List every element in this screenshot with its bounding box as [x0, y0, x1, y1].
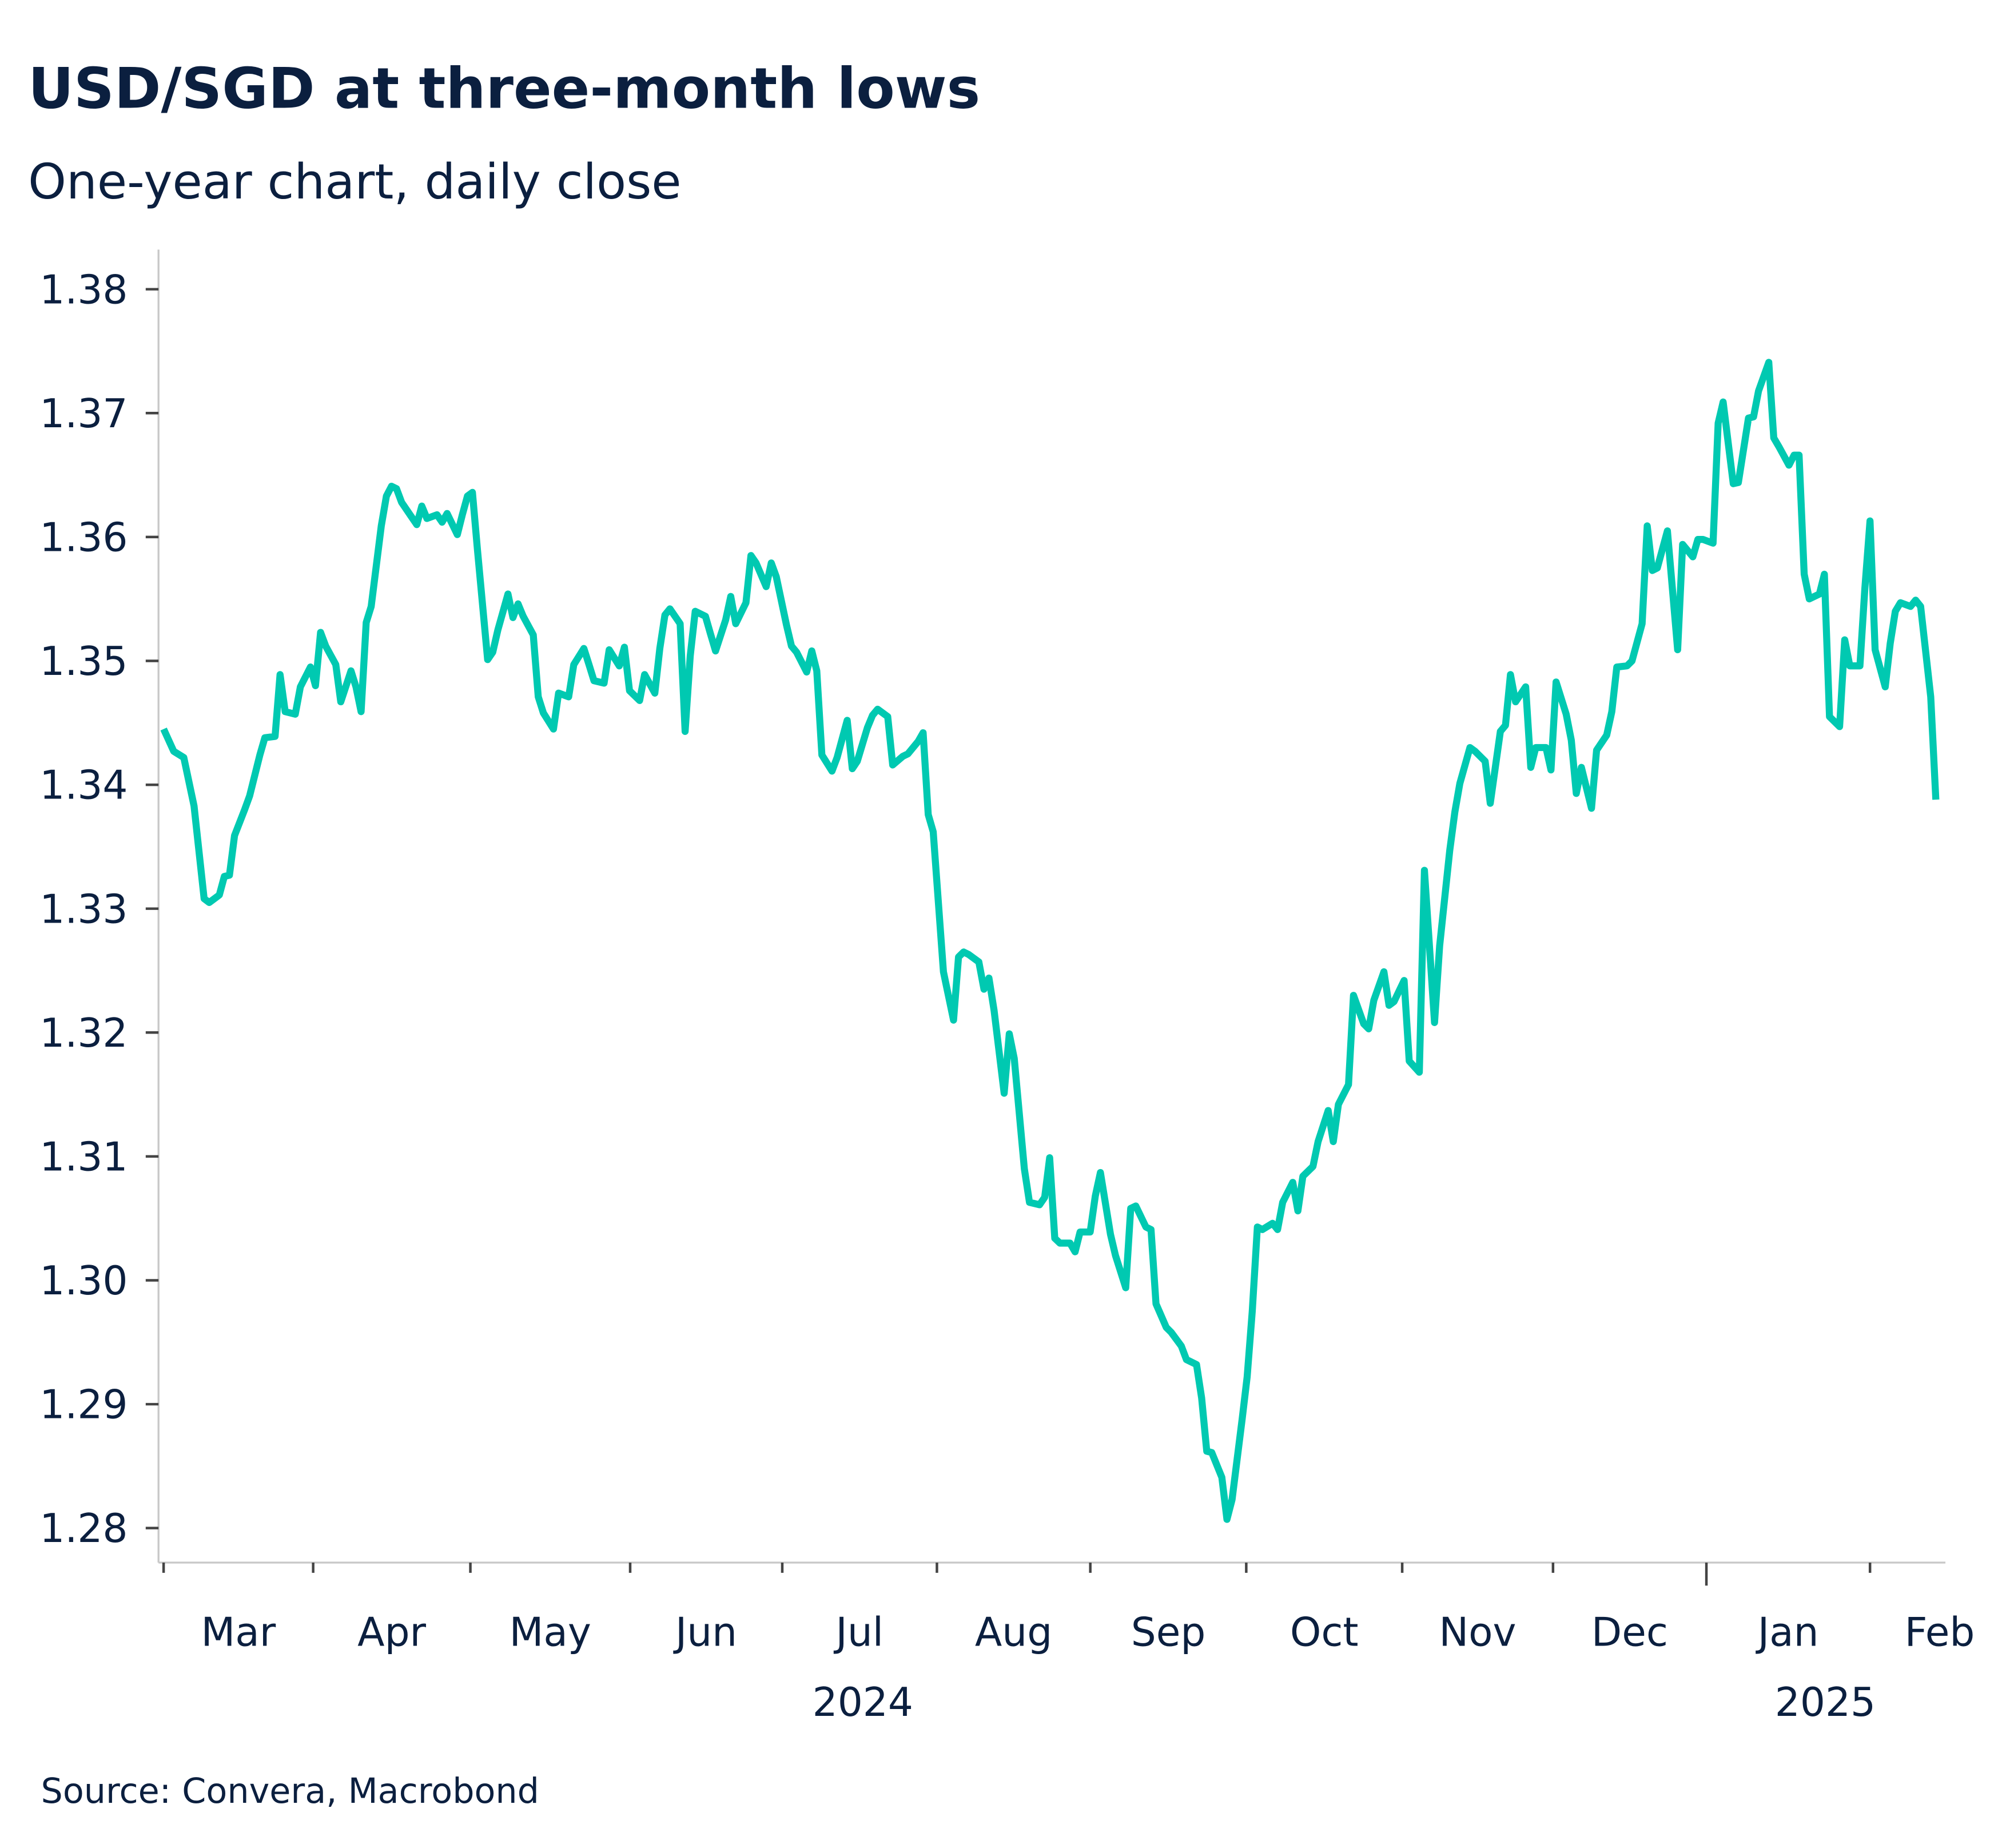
axes — [157, 249, 1946, 1564]
y-ticks: 1.28 1.29 1.30 1.31 1.32 1.33 1.34 1.35 1.36 1.37… — [39, 267, 159, 1552]
y-tick-label: 1.34 — [39, 763, 128, 809]
x-tick-label: Jun — [673, 1609, 737, 1655]
x-tick-label: Jul — [833, 1609, 883, 1655]
source-note: Source: Convera, Macrobond — [41, 1771, 539, 1811]
year-label-2024: 2024 — [813, 1680, 913, 1726]
y-tick-label: 1.28 — [39, 1506, 128, 1552]
y-tick-label: 1.32 — [39, 1011, 128, 1056]
year-label-2025: 2025 — [1775, 1680, 1876, 1726]
series-line — [160, 359, 1940, 1523]
x-tick-label: May — [510, 1609, 591, 1655]
x-tick-label: Nov — [1439, 1609, 1516, 1655]
y-tick-label: 1.37 — [39, 391, 128, 437]
x-tick-label: Dec — [1591, 1609, 1668, 1655]
y-tick-label: 1.31 — [39, 1134, 128, 1180]
y-tick-label: 1.29 — [39, 1382, 128, 1428]
chart-subtitle: One-year chart, daily close — [28, 154, 681, 210]
x-tick-label: Aug — [975, 1609, 1052, 1655]
x-tick-label: Sep — [1131, 1609, 1206, 1655]
y-tick-label: 1.30 — [39, 1258, 128, 1304]
x-tick-label: Feb — [1905, 1609, 1975, 1655]
chart-title: USD/SGD at three-month lows — [28, 56, 980, 121]
y-tick-label: 1.38 — [39, 267, 128, 313]
x-tick-label: Mar — [201, 1609, 276, 1655]
y-tick-label: 1.36 — [39, 515, 128, 561]
x-tick-label: Jan — [1756, 1609, 1819, 1655]
x-tick-label: Apr — [357, 1609, 426, 1655]
x-ticks: Mar Apr May Jun Jul Aug Sep Oct Nov Dec Jan Feb — [162, 1563, 1975, 1655]
y-tick-label: 1.33 — [39, 887, 128, 932]
x-tick-label: Oct — [1290, 1609, 1359, 1655]
y-tick-label: 1.35 — [39, 639, 128, 685]
